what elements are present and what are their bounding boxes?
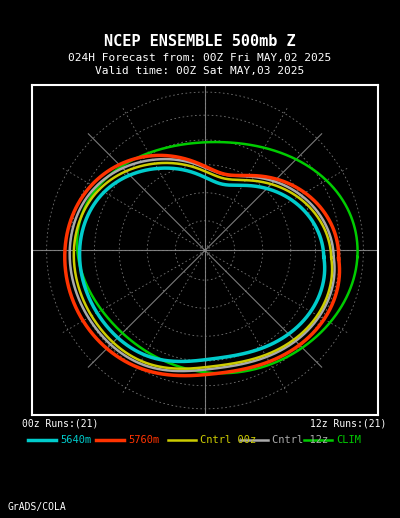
- Text: 12z Runs:(21): 12z Runs:(21): [310, 419, 386, 429]
- Text: Cntrl 00z: Cntrl 00z: [200, 435, 256, 445]
- Text: 024H Forecast from: 00Z Fri MAY,02 2025: 024H Forecast from: 00Z Fri MAY,02 2025: [68, 53, 332, 63]
- Text: CLIM: CLIM: [336, 435, 361, 445]
- Text: Valid time: 00Z Sat MAY,03 2025: Valid time: 00Z Sat MAY,03 2025: [95, 66, 305, 77]
- Text: GrADS/COLA: GrADS/COLA: [8, 501, 67, 512]
- Text: Cntrl 12z: Cntrl 12z: [272, 435, 328, 445]
- Text: 5760m: 5760m: [128, 435, 159, 445]
- Text: 00z Runs:(21): 00z Runs:(21): [22, 419, 98, 429]
- Text: NCEP ENSEMBLE 500mb Z: NCEP ENSEMBLE 500mb Z: [104, 34, 296, 49]
- Text: 5640m: 5640m: [60, 435, 91, 445]
